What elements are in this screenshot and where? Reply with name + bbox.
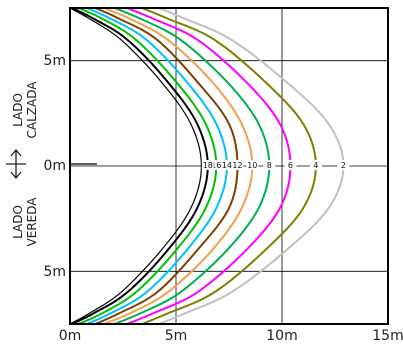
contour-label-16: 16 bbox=[211, 161, 221, 170]
contour-label-bg-2 bbox=[337, 160, 350, 170]
contour-label-bg-18 bbox=[201, 160, 214, 170]
y-tick-center: 0m bbox=[43, 158, 66, 174]
x-tick-10: 10m bbox=[266, 328, 297, 344]
side-label-vereda-line1: LADO bbox=[11, 205, 25, 239]
x-tick-5: 5m bbox=[165, 328, 188, 344]
contour-label-12: 12 bbox=[232, 161, 242, 170]
contour-label-bg-4 bbox=[309, 160, 322, 170]
contour-label-bg-8 bbox=[263, 160, 276, 170]
contour-label-bg-16 bbox=[210, 160, 223, 170]
contour-label-6: 6 bbox=[288, 161, 293, 170]
y-tick-top: 5m bbox=[43, 53, 66, 69]
plot-frame bbox=[69, 7, 389, 325]
y-tick-bottom: 5m bbox=[43, 264, 66, 280]
contour-label-8: 8 bbox=[267, 161, 272, 170]
contour-label-bg-12 bbox=[231, 160, 244, 170]
up-down-arrow-icon bbox=[6, 148, 26, 180]
contour-label-bg-14 bbox=[220, 160, 233, 170]
side-label-vereda-line2: VEREDA bbox=[25, 197, 39, 247]
side-label-vereda: LADO VEREDA bbox=[11, 197, 39, 247]
contour-label-2: 2 bbox=[341, 161, 346, 170]
x-tick-0: 0m bbox=[59, 328, 82, 344]
contour-label-bg-6 bbox=[284, 160, 297, 170]
contour-label-4: 4 bbox=[313, 161, 318, 170]
contour-label-18: 18 bbox=[203, 161, 213, 170]
lamp-arc bbox=[69, 7, 203, 325]
contour-label-14: 14 bbox=[222, 161, 232, 170]
side-label-calzada: LADO CALZADA bbox=[11, 81, 39, 139]
x-tick-15: 15m bbox=[372, 328, 403, 344]
contour-label-10: 10 bbox=[247, 161, 257, 170]
contour-label-bg-10 bbox=[246, 160, 259, 170]
side-label-calzada-line2: CALZADA bbox=[25, 81, 39, 139]
side-label-calzada-line1: LADO bbox=[11, 93, 25, 127]
